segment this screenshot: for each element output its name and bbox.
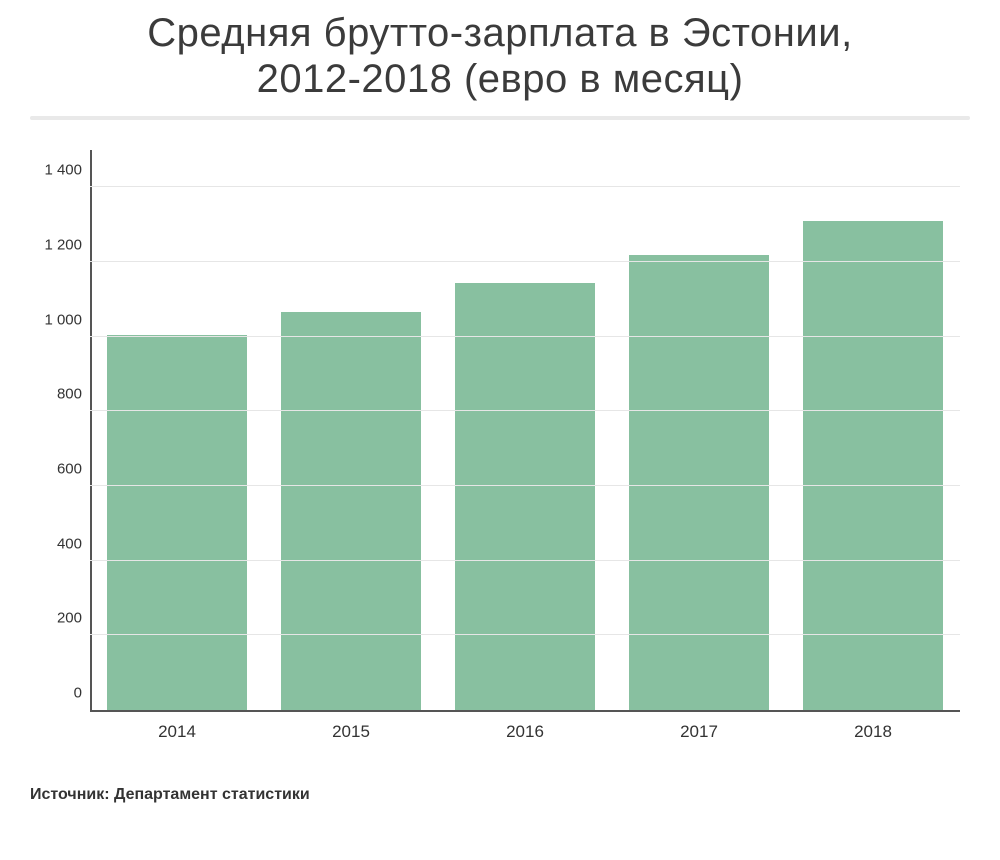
x-tick-label: 2018	[803, 712, 942, 742]
y-tick-label: 0	[30, 685, 82, 702]
gridline	[90, 186, 960, 187]
bar	[107, 335, 246, 710]
gridline	[90, 261, 960, 262]
bars-container	[90, 150, 960, 710]
x-axis-labels: 2014 2015 2016 2017 2018	[90, 712, 960, 742]
chart-title-line1: Средняя брутто-зарплата в Эстонии,	[147, 11, 852, 55]
bar	[803, 221, 942, 710]
gridline	[90, 485, 960, 486]
y-tick-label: 1 000	[30, 311, 82, 328]
x-tick-label: 2014	[107, 712, 246, 742]
source-label: Источник: Департамент статистики	[30, 786, 970, 804]
plot-area: 02004006008001 0001 2001 400	[90, 150, 960, 712]
x-tick-label: 2017	[629, 712, 768, 742]
gridline	[90, 410, 960, 411]
y-tick-label: 200	[30, 610, 82, 627]
y-tick-label: 400	[30, 535, 82, 552]
gridline	[90, 634, 960, 635]
y-tick-label: 600	[30, 461, 82, 478]
chart-title: Средняя брутто-зарплата в Эстонии, 2012-…	[30, 10, 970, 102]
title-divider	[30, 116, 970, 120]
bar	[455, 283, 594, 710]
bar	[629, 255, 768, 710]
bar	[281, 312, 420, 710]
salary-chart: Средняя брутто-зарплата в Эстонии, 2012-…	[0, 10, 1000, 860]
gridline	[90, 560, 960, 561]
y-tick-label: 1 200	[30, 237, 82, 254]
chart-title-line2: 2012-2018 (евро в месяц)	[257, 57, 744, 101]
x-tick-label: 2016	[455, 712, 594, 742]
y-tick-label: 1 400	[30, 162, 82, 179]
x-tick-label: 2015	[281, 712, 420, 742]
gridline	[90, 336, 960, 337]
y-tick-label: 800	[30, 386, 82, 403]
